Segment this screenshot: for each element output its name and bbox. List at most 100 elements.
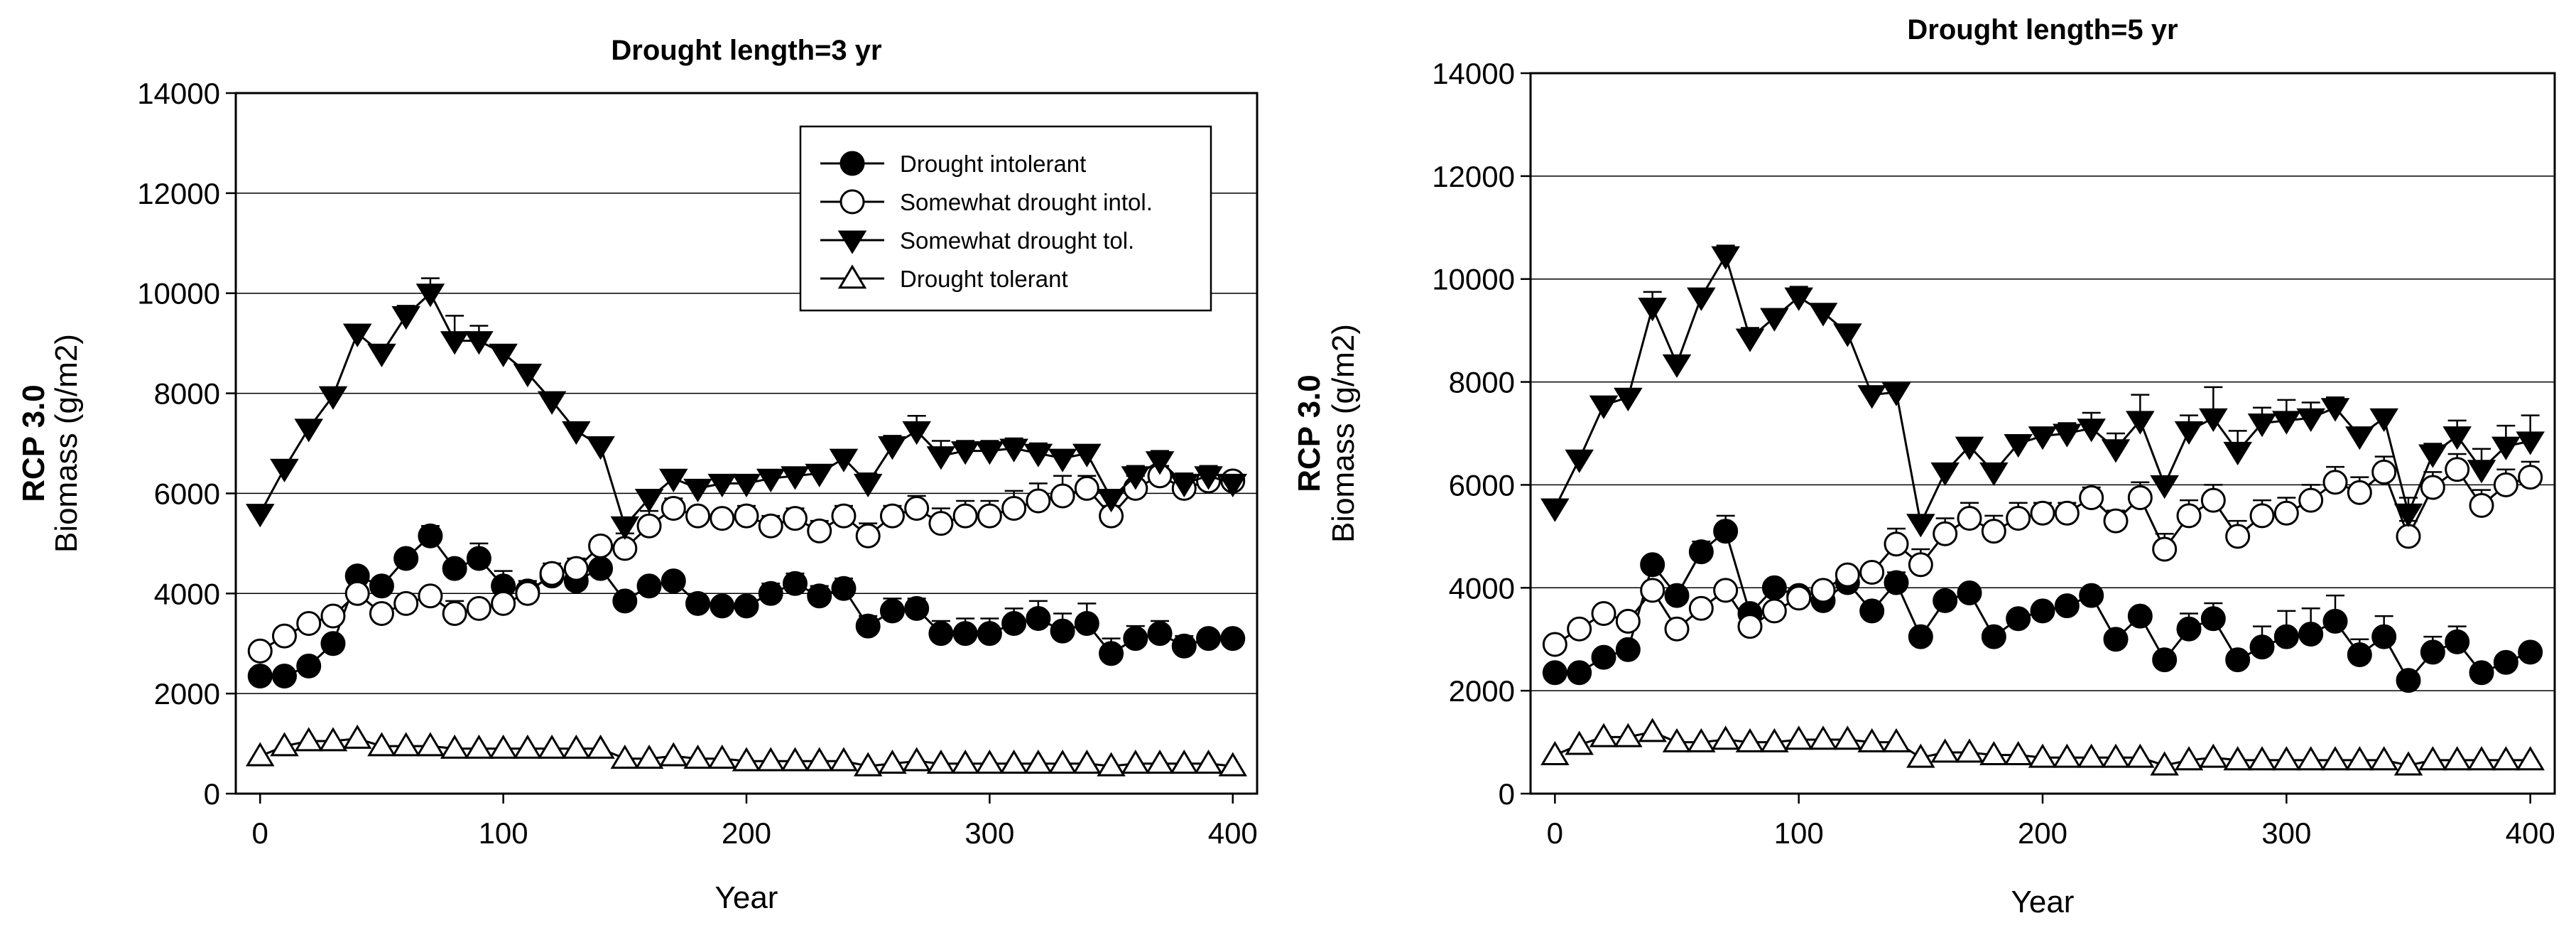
data-point — [1979, 740, 2009, 765]
legend-label: Drought tolerant — [900, 266, 1068, 292]
data-point — [1711, 246, 1740, 270]
data-point — [1735, 328, 1765, 352]
data-point — [926, 750, 956, 774]
data-point — [415, 283, 445, 308]
data-point — [636, 513, 662, 539]
data-point — [415, 732, 445, 757]
data-point — [2445, 629, 2470, 654]
series-drought-intolerant — [1542, 514, 2543, 693]
data-point — [2077, 743, 2106, 768]
data-point — [732, 747, 761, 772]
legend-label: Somewhat drought intol. — [900, 189, 1153, 215]
legend-entry-4: Drought tolerant — [820, 264, 1068, 292]
data-point — [537, 391, 567, 415]
data-point — [2223, 441, 2252, 466]
data-point — [829, 448, 859, 472]
data-point — [369, 600, 394, 626]
data-point — [734, 503, 759, 529]
data-point — [1023, 750, 1053, 774]
data-point — [2150, 751, 2179, 776]
data-point — [1542, 660, 1567, 686]
data-point — [2054, 500, 2080, 526]
data-point — [2442, 746, 2472, 771]
data-point — [831, 576, 857, 601]
data-point — [1808, 303, 1838, 327]
data-point — [2420, 639, 2445, 665]
data-point — [367, 343, 396, 367]
data-point — [1687, 728, 1716, 752]
data-point — [2491, 746, 2521, 771]
data-point — [1981, 519, 2006, 544]
data-point — [661, 568, 686, 594]
data-point — [950, 750, 980, 774]
data-point — [391, 732, 420, 757]
data-point — [707, 744, 737, 769]
data-point — [1123, 626, 1148, 652]
data-point — [2126, 411, 2155, 435]
data-point — [2249, 503, 2275, 529]
data-point — [1737, 614, 1763, 639]
data-point — [2079, 485, 2104, 511]
data-point — [1957, 580, 1982, 606]
data-point — [1614, 387, 1643, 411]
data-point — [1121, 750, 1151, 774]
data-point — [1567, 660, 1592, 686]
data-point — [271, 623, 297, 649]
data-point — [1688, 539, 1714, 565]
y-axis-label-biomass: Biomass (g/m2) — [1326, 324, 1361, 543]
data-point — [369, 573, 394, 599]
data-point — [344, 580, 370, 606]
data-point — [1589, 395, 1619, 419]
data-point — [563, 556, 589, 581]
data-point — [831, 503, 857, 529]
data-point — [464, 734, 494, 759]
data-point — [391, 306, 420, 330]
data-point — [1001, 496, 1027, 522]
legend-label: Drought intolerant — [900, 151, 1086, 177]
data-point — [2054, 593, 2080, 619]
data-point — [393, 546, 419, 571]
legend-entry-2: Somewhat drought intol. — [820, 189, 1153, 215]
data-point — [2200, 487, 2226, 513]
data-point — [707, 473, 737, 498]
data-point — [758, 580, 783, 606]
legend-marker — [839, 151, 865, 176]
data-point — [634, 488, 664, 513]
data-point — [683, 744, 712, 769]
data-point — [440, 734, 469, 759]
data-point — [1786, 585, 1812, 611]
data-point — [2126, 743, 2155, 768]
data-point — [710, 593, 735, 619]
data-point — [1540, 498, 1570, 522]
x-tick-label-0: 0 — [1547, 816, 1563, 850]
y-tick-label-0: 0 — [204, 777, 220, 811]
data-point — [634, 744, 664, 769]
data-point — [1638, 718, 1667, 742]
data-point — [879, 598, 905, 624]
data-point — [805, 747, 834, 772]
data-point — [928, 621, 954, 647]
data-point — [1218, 473, 1248, 498]
data-point — [2103, 627, 2129, 652]
data-point — [878, 750, 907, 774]
x-tick-label-100: 100 — [479, 816, 528, 850]
data-point — [807, 583, 832, 609]
y-tick-label-14000: 14000 — [1432, 57, 1515, 90]
data-point — [2467, 460, 2496, 484]
data-point — [1565, 730, 1594, 755]
data-point — [2296, 746, 2325, 771]
data-point — [1589, 723, 1619, 747]
series-somewhat-drought-intol — [1542, 453, 2543, 657]
data-point — [513, 363, 543, 388]
data-point — [756, 747, 786, 772]
series-drought-tolerant — [1540, 718, 2545, 776]
data-point — [318, 386, 348, 410]
data-point — [513, 734, 543, 759]
data-point — [466, 595, 491, 621]
data-point — [1218, 752, 1247, 777]
data-point — [1761, 598, 1787, 624]
data-point — [1638, 298, 1667, 322]
data-point — [2101, 743, 2131, 768]
series-somewhat-drought-intol — [247, 463, 1246, 664]
